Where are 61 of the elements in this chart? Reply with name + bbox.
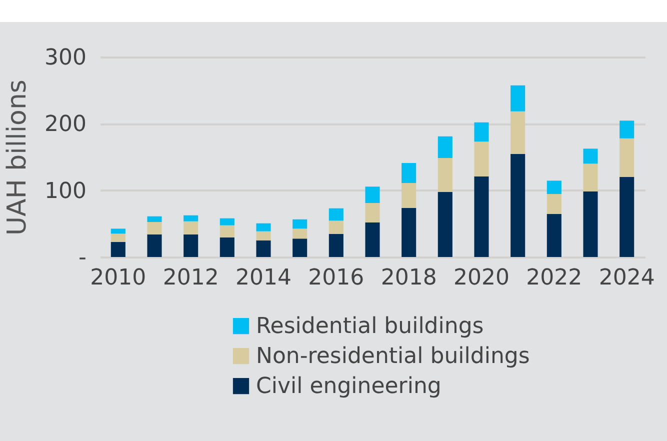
x-tick-label: 2024 <box>598 266 655 290</box>
bar <box>256 240 271 257</box>
y-tick-label: - <box>78 246 86 270</box>
bar <box>110 234 126 242</box>
legend-label: Residential buildings <box>256 314 484 339</box>
bar <box>184 215 198 222</box>
bar <box>620 177 634 257</box>
bar <box>620 120 634 138</box>
bar <box>510 85 526 112</box>
bar <box>256 231 271 240</box>
bar <box>147 216 162 222</box>
bar <box>184 221 198 234</box>
bar <box>365 222 380 257</box>
y-tick-label: 300 <box>44 46 86 70</box>
bar <box>292 228 308 239</box>
bar <box>583 191 598 257</box>
legend-label: Non-residential buildings <box>256 344 530 369</box>
x-tick-label: 2012 <box>162 266 219 290</box>
legend-label: Civil engineering <box>256 374 442 399</box>
bar <box>620 138 634 177</box>
bar <box>147 222 162 234</box>
bar <box>474 122 489 142</box>
bar <box>110 242 126 257</box>
x-tick-label: 2018 <box>380 266 437 290</box>
x-tick-label: 2016 <box>308 266 364 290</box>
bar <box>147 234 162 257</box>
bar <box>292 238 308 257</box>
bar <box>474 176 489 257</box>
bar <box>583 164 598 192</box>
bar <box>402 208 416 257</box>
y-tick-label: 200 <box>44 112 86 138</box>
bar <box>438 192 452 257</box>
x-tick-label: 2020 <box>454 266 510 290</box>
bar <box>546 194 562 214</box>
bar <box>256 223 271 232</box>
bar <box>220 237 234 257</box>
bar <box>328 220 344 234</box>
bar <box>110 228 126 234</box>
bar <box>402 163 416 183</box>
bar <box>365 186 380 203</box>
bar <box>184 234 198 257</box>
bar <box>438 158 452 192</box>
bar <box>583 148 598 164</box>
bar <box>328 234 344 257</box>
bar <box>402 183 416 208</box>
bar <box>220 225 234 238</box>
bar <box>438 136 452 158</box>
y-axis-title: UAH billions <box>2 80 33 236</box>
bar <box>546 180 562 194</box>
x-tick-label: 2022 <box>526 266 582 290</box>
bar <box>292 219 308 229</box>
bar <box>510 154 526 257</box>
x-tick-label: 2010 <box>90 266 146 290</box>
y-tick-label: 100 <box>44 178 86 204</box>
bar <box>546 214 562 257</box>
bar <box>510 111 526 154</box>
x-tick-label: 2014 <box>236 266 292 290</box>
bar <box>474 142 489 176</box>
bar <box>220 218 234 226</box>
bar <box>365 203 380 222</box>
bar <box>328 208 344 221</box>
